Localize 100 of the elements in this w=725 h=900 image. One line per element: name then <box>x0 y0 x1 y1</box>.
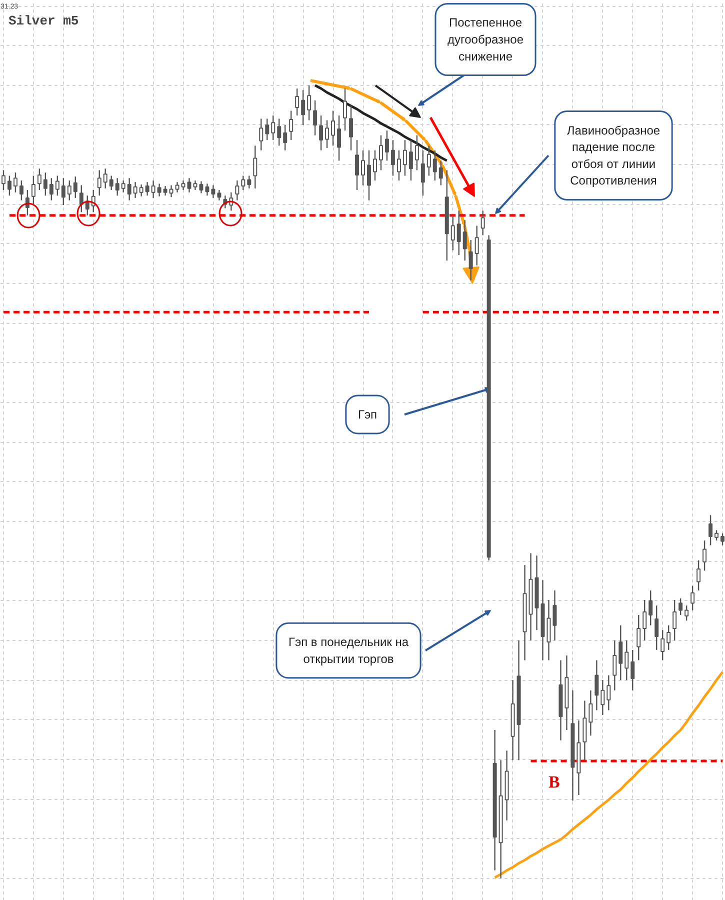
candlestick <box>654 604 659 651</box>
candlestick <box>7 175 12 196</box>
candlestick <box>259 118 264 151</box>
candlestick <box>384 130 389 162</box>
candlestick <box>43 172 48 196</box>
candlestick <box>366 150 371 201</box>
candlestick <box>660 630 665 661</box>
candlestick <box>594 660 599 711</box>
candlestick <box>307 84 312 121</box>
candlestick <box>414 134 419 171</box>
chart-title: Silver m5 <box>8 14 79 28</box>
candlestick <box>61 178 66 206</box>
candlestick <box>702 540 707 572</box>
candlestick <box>684 604 689 622</box>
candlestick <box>420 150 425 196</box>
text: Постепенное дугообразное снижение <box>447 16 524 64</box>
candlestick <box>187 178 192 193</box>
candlestick <box>289 110 294 141</box>
candlestick <box>157 183 162 197</box>
candlestick <box>73 176 78 199</box>
candlestick <box>666 624 671 651</box>
candlestick <box>103 168 108 190</box>
candlestick <box>600 679 605 716</box>
candlestick <box>648 590 653 626</box>
candlestick <box>49 178 54 201</box>
candlestick <box>552 590 557 642</box>
candlestick <box>450 214 455 251</box>
candlestick <box>325 120 330 149</box>
candlestick <box>169 184 174 198</box>
candlestick <box>690 585 695 611</box>
candlestick <box>337 114 342 162</box>
candlestick <box>630 649 635 691</box>
candlestick <box>19 180 24 201</box>
candlestick <box>265 118 270 141</box>
candlestick <box>480 210 485 236</box>
candlestick <box>343 88 348 132</box>
candlestick <box>193 180 198 191</box>
candlestick <box>612 640 617 691</box>
candlestick <box>31 175 36 206</box>
candlestick <box>618 624 623 681</box>
candlestick <box>672 599 677 642</box>
candlestick <box>372 150 377 182</box>
annotation: Лавинообразное падение после отбоя от линии Сопротивления <box>566 123 660 188</box>
candlestick <box>582 700 587 761</box>
candlestick <box>720 532 724 546</box>
candlestick <box>121 180 126 193</box>
candlestick <box>253 145 258 190</box>
candlestick <box>277 118 282 146</box>
candlestick <box>115 178 120 196</box>
candlestick <box>241 175 246 191</box>
candlestick <box>361 150 365 186</box>
annotation: Гэп <box>358 408 378 422</box>
candlestick <box>313 100 318 136</box>
candlestick <box>396 150 401 182</box>
candlestick <box>331 110 336 146</box>
candlestick <box>355 139 360 191</box>
candlestick <box>606 674 611 711</box>
candlestick <box>205 183 210 196</box>
candlestick <box>642 599 647 642</box>
candlestick <box>67 180 72 201</box>
candlestick <box>79 184 84 213</box>
candlestick <box>151 180 156 199</box>
candlestick <box>295 88 300 116</box>
candlestick <box>301 90 306 126</box>
candlestick <box>13 172 18 193</box>
candlestick <box>109 175 114 191</box>
candlestick <box>235 180 240 201</box>
candlestick <box>97 170 102 196</box>
candlestick <box>708 514 713 546</box>
annotation: Гэп в понедельник на открытии торгов <box>288 635 409 666</box>
candlestick <box>127 178 132 201</box>
candlestick <box>217 189 222 201</box>
candlestick <box>588 690 593 736</box>
candlestick <box>390 139 395 176</box>
candlestick <box>2 170 6 191</box>
candlestick <box>456 210 461 256</box>
candlestick <box>636 614 641 661</box>
candlestick <box>402 139 407 176</box>
candlestick <box>378 134 383 171</box>
candlestick <box>319 114 324 151</box>
candlestick <box>247 175 252 190</box>
candlestick <box>408 139 413 182</box>
candlestick <box>133 181 138 199</box>
candlestick <box>714 530 719 542</box>
annotation: B <box>548 772 560 792</box>
candlestick <box>474 225 479 266</box>
candlestick <box>55 175 60 196</box>
candlestick <box>181 180 186 191</box>
candlestick <box>349 104 354 151</box>
candlestick <box>37 168 42 191</box>
candlestick <box>271 114 276 141</box>
candlestick <box>678 598 683 616</box>
candlestick <box>175 181 180 193</box>
candlestick <box>145 181 150 196</box>
candlestick <box>624 640 629 681</box>
candlestick <box>163 185 168 196</box>
candlestick <box>211 184 216 199</box>
candlestick <box>199 180 204 194</box>
candlestick <box>283 124 288 151</box>
candlestick <box>696 560 701 592</box>
